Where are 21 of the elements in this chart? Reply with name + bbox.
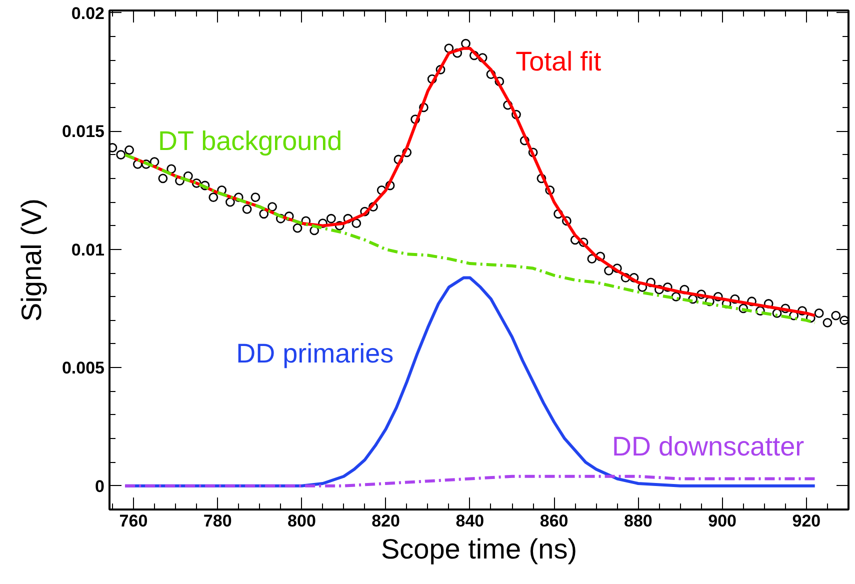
x-tick-label: 860 — [540, 512, 568, 530]
series-label: DD downscatter — [612, 431, 804, 462]
y-tick-label: 0.005 — [62, 358, 105, 378]
x-tick-label: 800 — [288, 512, 316, 530]
line-series — [124, 474, 816, 488]
series-label: Total fit — [516, 46, 602, 76]
x-axis-title: Scope time (ns) — [380, 534, 578, 564]
x-tick-label: 780 — [203, 512, 232, 530]
x-tick-label: 840 — [456, 512, 484, 530]
x-tick-label: 900 — [708, 512, 737, 530]
x-tick-label: 920 — [792, 512, 821, 530]
x-tick-label: 880 — [624, 512, 652, 530]
y-tick-label: 0.015 — [62, 122, 105, 142]
series-label: DD primaries — [236, 338, 394, 369]
y-tick-label: 0 — [95, 476, 105, 496]
y-tick-label: 0.02 — [71, 4, 105, 23]
y-tick-label: 0.01 — [71, 240, 105, 260]
x-tick-label: 760 — [119, 512, 148, 530]
y-axis-title: Signal (V) — [16, 198, 47, 322]
series-label: DT background — [158, 126, 342, 156]
x-tick-label: 820 — [372, 512, 400, 530]
